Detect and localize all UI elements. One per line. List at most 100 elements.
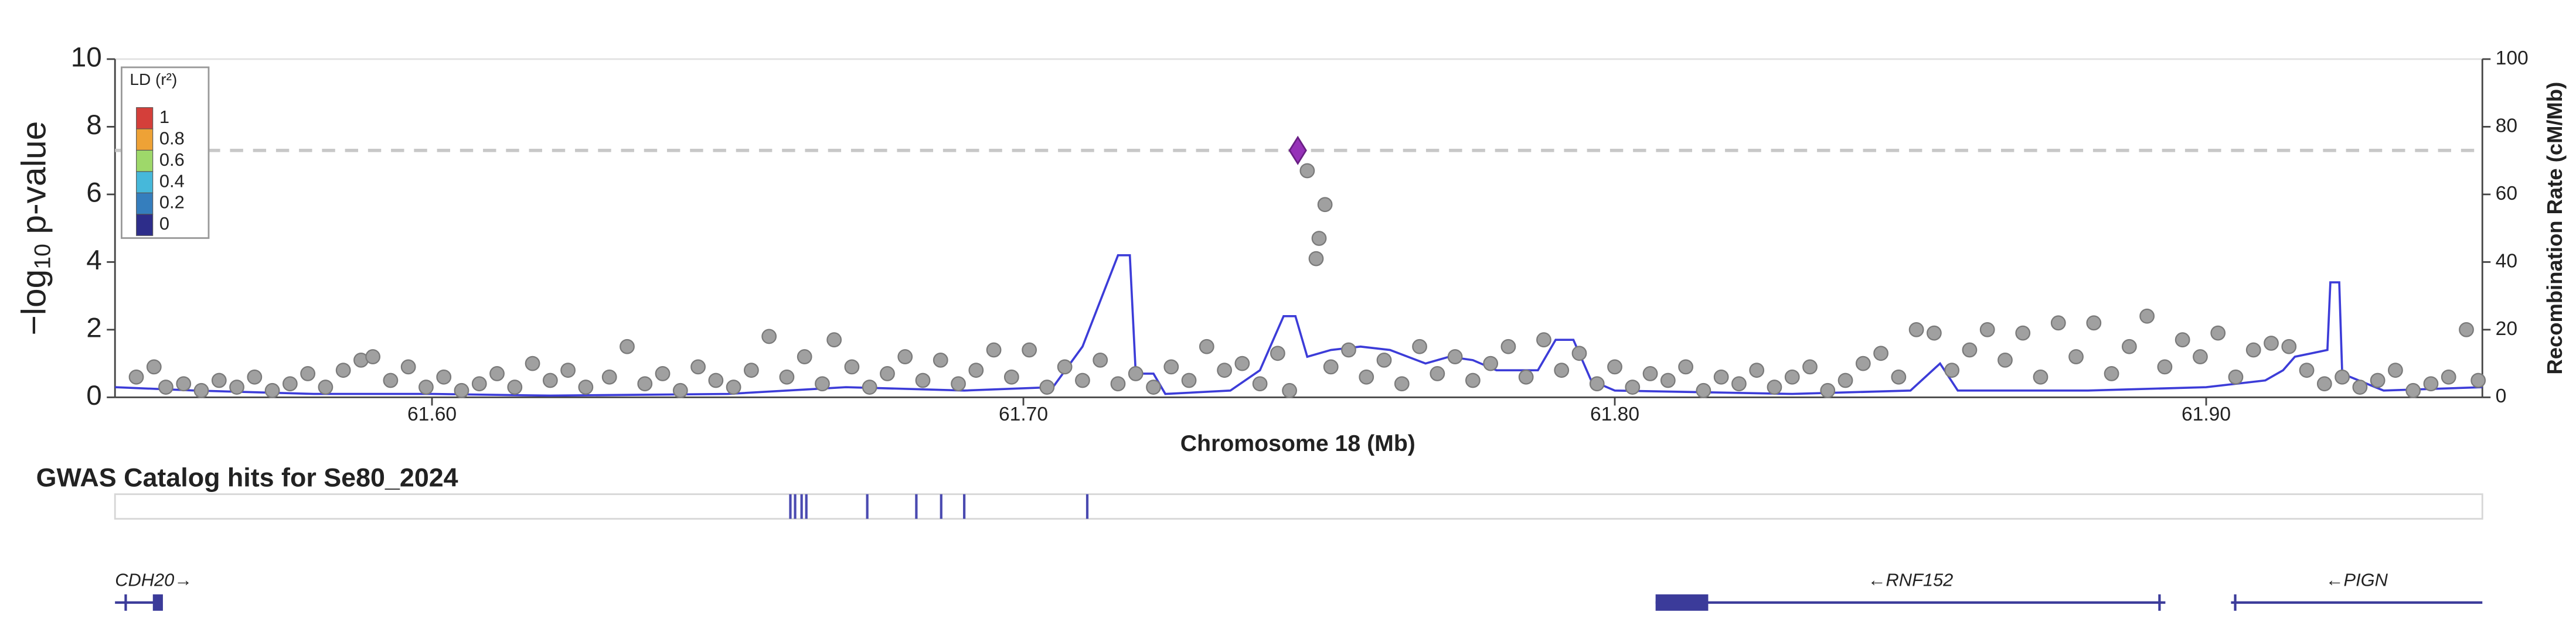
snp-point (507, 380, 523, 395)
snp-point (471, 376, 487, 392)
snp-point (1075, 373, 1090, 388)
snp-point (454, 382, 469, 398)
ld-swatch (136, 149, 154, 172)
x-tick-label: 61.70 (999, 404, 1048, 425)
ld-legend-label: 0.6 (159, 149, 185, 170)
snp-point (1908, 322, 1924, 337)
snp-point (897, 349, 913, 364)
snp-point (2299, 363, 2315, 378)
snp-point (690, 359, 706, 375)
snp-point (815, 376, 830, 392)
snp-point (2423, 376, 2439, 392)
snp-point (1802, 359, 1818, 375)
snp-point (1607, 359, 1622, 375)
snp-point (1311, 231, 1327, 246)
snp-point (211, 373, 227, 388)
snp-point (365, 349, 381, 364)
snp-point (1317, 197, 1333, 213)
snp-point (2316, 376, 2332, 392)
y2-axis-label: Recombination Rate (cM/Mb) (2543, 82, 2567, 375)
snp-point (726, 380, 741, 395)
ld-swatch (136, 107, 154, 129)
snp-point (2281, 339, 2297, 354)
snp-point (2193, 349, 2208, 364)
snp-point (335, 363, 351, 378)
ld-legend-label: 1 (159, 107, 169, 127)
snp-point (1660, 373, 1676, 388)
snp-point (708, 373, 724, 388)
snp-point (1376, 352, 1392, 368)
snp-point (1234, 356, 1250, 371)
snp-point (761, 329, 777, 344)
snp-point (1039, 380, 1055, 395)
snp-point (1359, 369, 1374, 385)
snp-point (2050, 315, 2066, 331)
snp-point (2459, 322, 2474, 337)
ld-swatch (136, 171, 154, 193)
snp-point (383, 373, 399, 388)
y-axis-label: −log10 p-value (15, 121, 56, 336)
y-tick-label: 6 (86, 177, 101, 208)
snp-point (2388, 363, 2403, 378)
snp-point (1341, 342, 1356, 358)
snp-point (620, 339, 635, 354)
gene-exon (2158, 594, 2161, 611)
gwas-track (114, 493, 2483, 520)
snp-point (1270, 346, 1285, 361)
snp-point (1500, 339, 1516, 354)
gene-label: CDH20→ (115, 569, 192, 590)
snp-point (1252, 376, 1268, 392)
y2-tick-label: 40 (2496, 250, 2517, 272)
y2-tick-label: 0 (2496, 385, 2507, 407)
snp-point (915, 373, 931, 388)
snp-point (951, 376, 966, 392)
snp-point (1003, 369, 1019, 385)
snp-point (779, 369, 795, 385)
ld-legend-title: LD (r²) (130, 70, 177, 88)
snp-point (862, 380, 877, 395)
snp-point (1749, 363, 1765, 378)
snp-point (1057, 359, 1073, 375)
ld-legend-label: 0 (159, 213, 169, 234)
snp-point (1625, 380, 1641, 395)
snp-point (1554, 363, 1570, 378)
snp-point (2104, 366, 2119, 381)
snp-point (826, 332, 842, 348)
snp-point (525, 356, 540, 371)
y2-tick-label: 20 (2496, 318, 2517, 340)
y-tick-label: 2 (86, 312, 101, 343)
snp-point (1784, 369, 1800, 385)
snp-point (2405, 382, 2421, 398)
snp-point (2352, 380, 2368, 395)
snp-point (1979, 322, 1995, 337)
snp-point (158, 380, 173, 395)
gene-label: ←PIGN (2326, 569, 2388, 590)
snp-point (193, 382, 209, 398)
snp-point (1589, 376, 1605, 392)
snp-point (2175, 332, 2190, 348)
x-tick-label: 61.60 (407, 404, 457, 425)
snp-point (1962, 342, 1978, 358)
snp-point (1713, 369, 1729, 385)
y-label-sub: 10 (30, 244, 56, 269)
ld-swatch (136, 128, 154, 151)
snp-point (542, 373, 558, 388)
snp-point (1163, 359, 1179, 375)
snp-point (578, 380, 594, 395)
snp-point (1926, 325, 1942, 341)
snp-point (1678, 359, 1694, 375)
snp-point (264, 382, 280, 398)
snp-point (400, 359, 416, 375)
snp-point (247, 369, 263, 385)
snp-point (1731, 376, 1747, 392)
snp-point (300, 366, 316, 381)
gene-exon (124, 594, 127, 611)
snp-point (1299, 163, 1315, 179)
snp-point (933, 352, 948, 368)
gene-label: ←RNF152 (1868, 569, 1954, 590)
snp-point (880, 366, 895, 381)
gene-exon (2234, 594, 2237, 611)
snp-point (1483, 356, 1499, 371)
y-tick-label: 4 (86, 245, 101, 276)
